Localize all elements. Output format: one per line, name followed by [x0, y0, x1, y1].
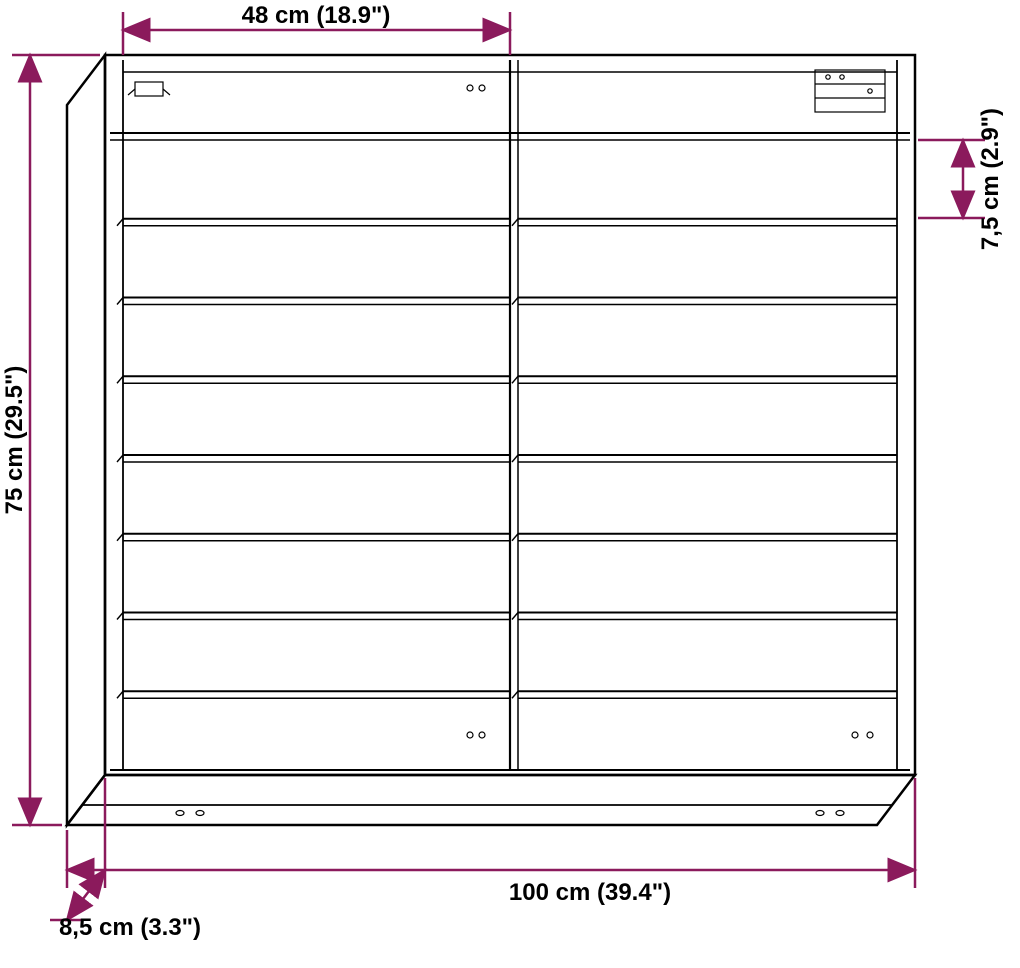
dim-inner-width: 48 cm (18.9") — [242, 2, 391, 29]
dim-depth: 8,5 cm (3.3") — [59, 914, 201, 941]
hardware-details — [128, 70, 885, 816]
dimension-lines: 48 cm (18.9") 7,5 cm (2.9") 75 cm (29.5"… — [1, 2, 1004, 941]
cabinet-technical-drawing: 48 cm (18.9") 7,5 cm (2.9") 75 cm (29.5"… — [0, 0, 1020, 968]
cabinet-outline — [67, 55, 915, 825]
dim-total-height: 75 cm (29.5") — [1, 366, 28, 515]
cabinet-interior — [110, 60, 910, 770]
dim-total-width: 100 cm (39.4") — [509, 879, 671, 906]
dim-shelf-gap: 7,5 cm (2.9") — [977, 108, 1004, 250]
